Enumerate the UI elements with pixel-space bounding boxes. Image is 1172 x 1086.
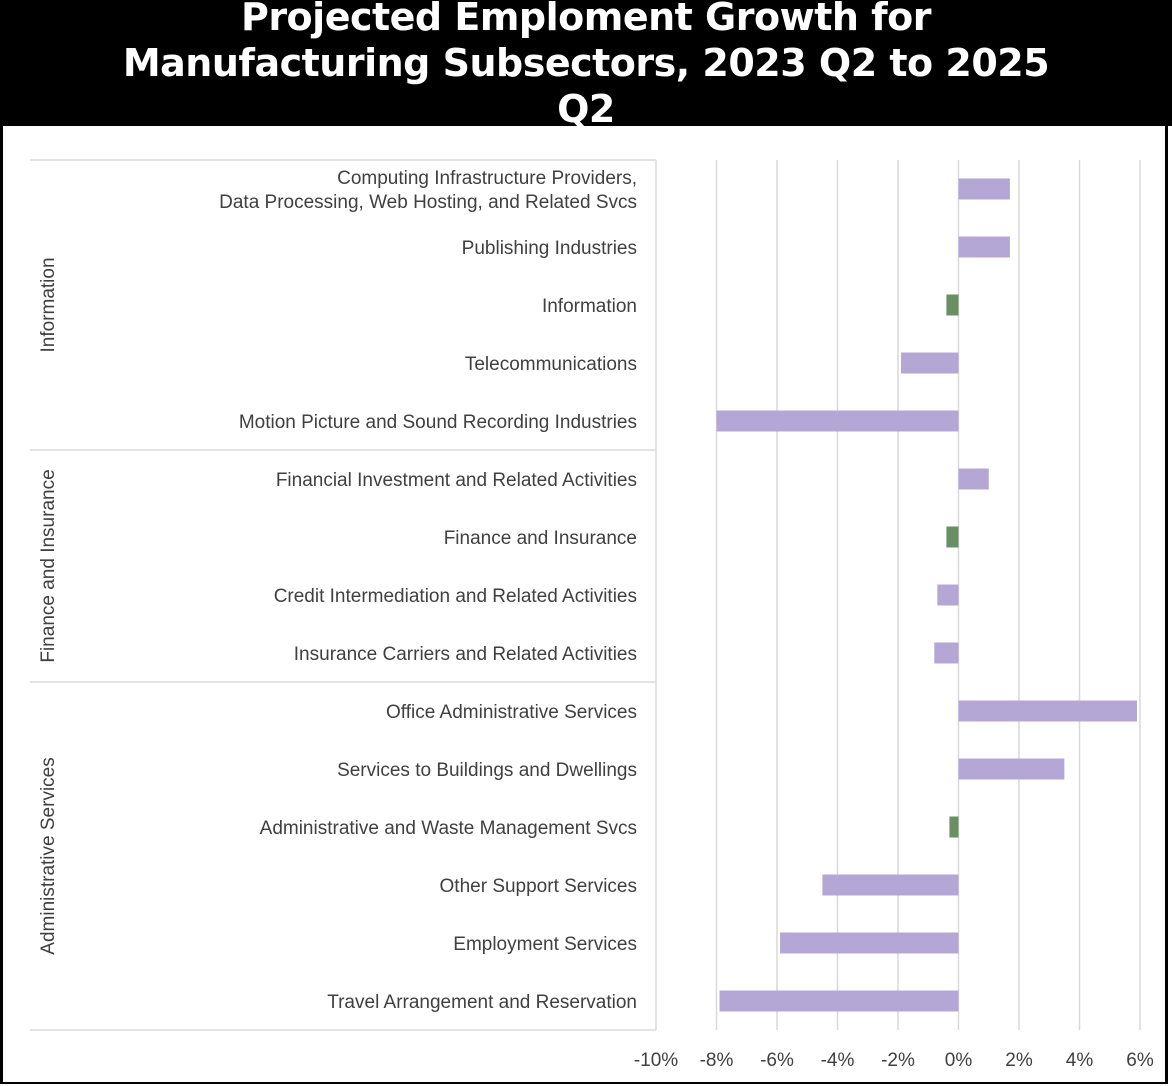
group-label: Administrative Services bbox=[38, 757, 59, 954]
bar bbox=[958, 468, 989, 490]
x-tick-label: -4% bbox=[821, 1050, 855, 1071]
x-tick-label: -10% bbox=[634, 1050, 678, 1071]
x-tick-labels: -10% -8% -6% -4% -2% 0% 2% 4% 6% bbox=[634, 1050, 1154, 1071]
x-tick-label: 0% bbox=[945, 1050, 973, 1071]
bar bbox=[716, 410, 959, 432]
bar bbox=[958, 236, 1010, 258]
x-tick-label: -2% bbox=[881, 1050, 915, 1071]
bar bbox=[780, 932, 959, 954]
category-label: Travel Arrangement and Reservation bbox=[327, 992, 637, 1013]
bar bbox=[958, 178, 1010, 200]
bar bbox=[958, 700, 1137, 722]
category-label: Publishing Industries bbox=[462, 238, 637, 259]
group-labels: Information Finance and Insurance Administ… bbox=[38, 257, 59, 954]
title-bar: Projected Emploment Growth for Manufactu… bbox=[0, 0, 1172, 131]
group-label: Finance and Insurance bbox=[38, 469, 59, 662]
category-label: Other Support Services bbox=[440, 876, 637, 897]
bar bbox=[934, 642, 959, 664]
category-label: Telecommunications bbox=[465, 354, 637, 375]
bar bbox=[949, 816, 959, 838]
bar bbox=[958, 758, 1065, 780]
x-tick-label: 4% bbox=[1066, 1050, 1094, 1071]
category-label: Finance and Insurance bbox=[444, 528, 637, 549]
x-tick-label: -8% bbox=[700, 1050, 734, 1071]
category-label: Information bbox=[542, 296, 637, 317]
category-label: Motion Picture and Sound Recording Indus… bbox=[239, 412, 637, 433]
bar bbox=[822, 874, 959, 896]
category-labels: Computing Infrastructure Providers, Data … bbox=[219, 168, 637, 1013]
bar bbox=[901, 352, 959, 374]
category-label: Services to Buildings and Dwellings bbox=[337, 760, 637, 781]
category-label: Office Administrative Services bbox=[386, 702, 637, 723]
x-tick-label: 6% bbox=[1126, 1050, 1154, 1071]
category-label: Computing Infrastructure Providers, bbox=[337, 168, 637, 189]
chart-title: Projected Emploment Growth for Manufactu… bbox=[122, 0, 1050, 131]
category-label: Credit Intermediation and Related Activi… bbox=[274, 586, 637, 607]
bar bbox=[719, 990, 959, 1012]
bar bbox=[946, 294, 959, 316]
category-label: Insurance Carriers and Related Activitie… bbox=[294, 644, 637, 665]
group-label: Information bbox=[38, 257, 59, 352]
category-frame-lines bbox=[30, 159, 657, 1031]
category-label: Financial Investment and Related Activit… bbox=[276, 470, 637, 491]
bar bbox=[937, 584, 959, 606]
category-label: Administrative and Waste Management Svcs bbox=[260, 818, 637, 839]
category-label: Employment Services bbox=[453, 934, 637, 955]
bar bbox=[946, 526, 959, 548]
grid-lines bbox=[715, 160, 1141, 1030]
bars bbox=[716, 178, 1137, 1012]
x-tick-label: -6% bbox=[760, 1050, 794, 1071]
category-label: Data Processing, Web Hosting, and Relate… bbox=[219, 192, 637, 213]
x-tick-label: 2% bbox=[1005, 1050, 1033, 1071]
